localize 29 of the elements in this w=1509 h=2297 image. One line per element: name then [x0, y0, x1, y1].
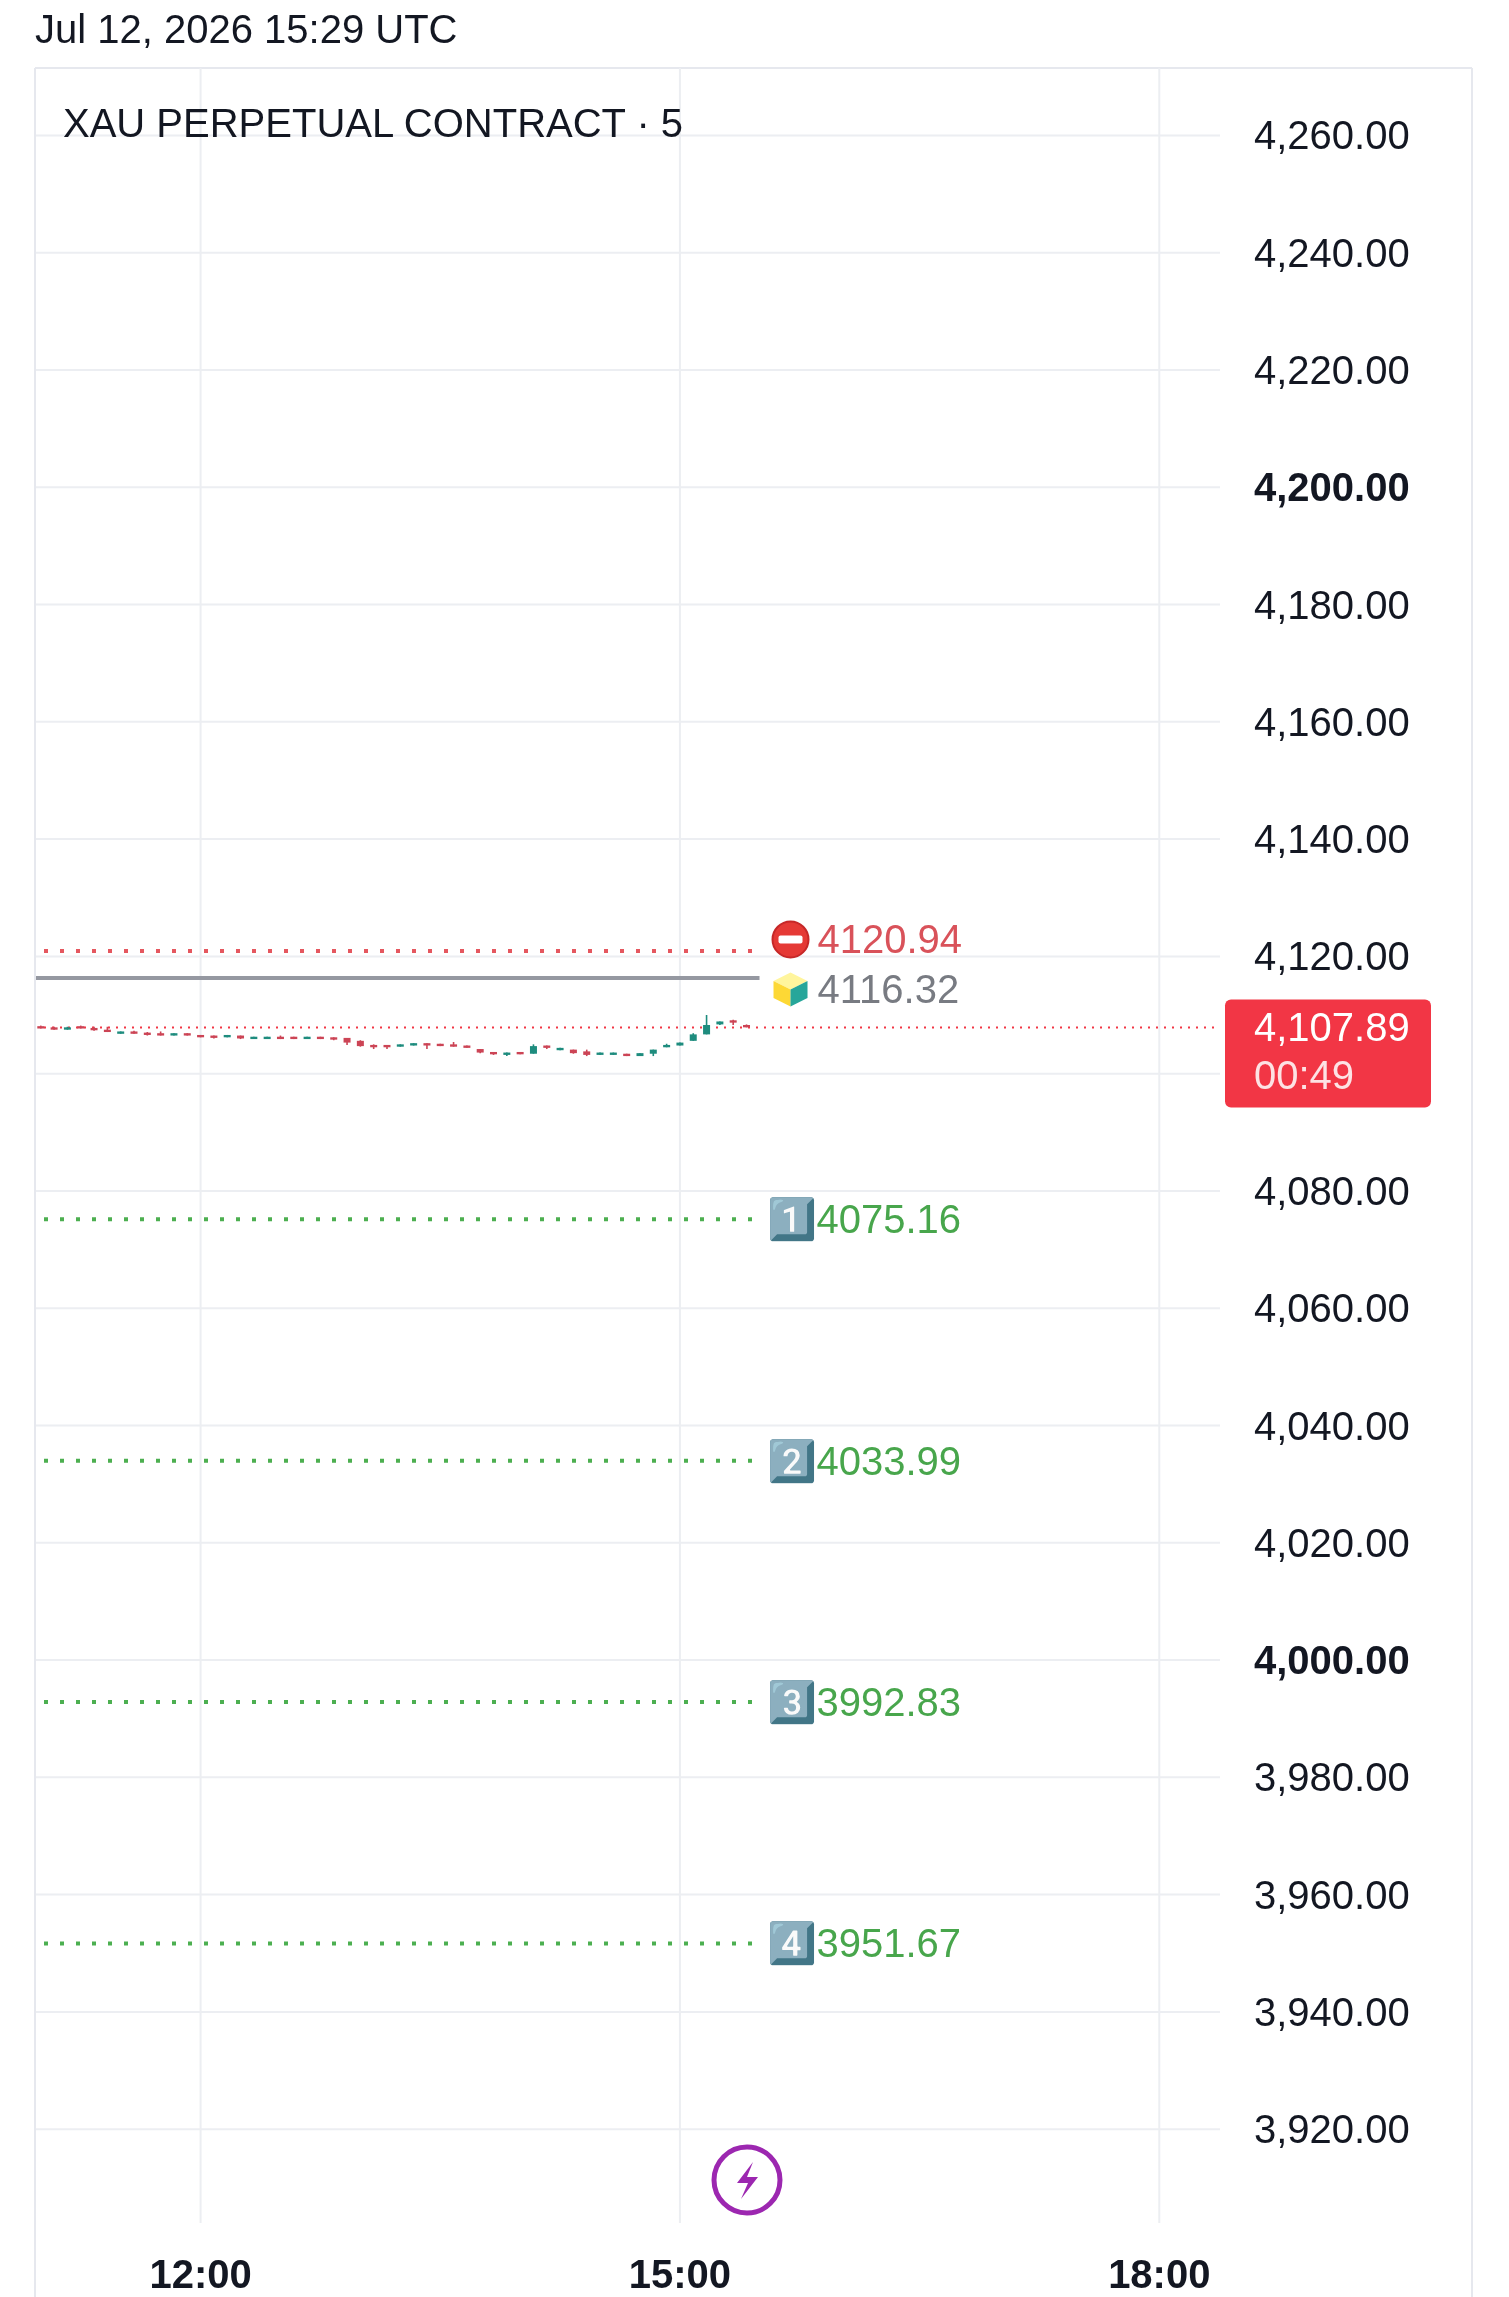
y-tick-label: 3,960.00 [1254, 1872, 1410, 1917]
y-tick-label: 4,180.00 [1254, 582, 1410, 627]
y-tick-label: 3,980.00 [1254, 1755, 1410, 1800]
y-tick-label: 4,220.00 [1254, 347, 1410, 392]
y-tick-label: 4,080.00 [1254, 1168, 1410, 1213]
ref-line-label: 4⃣3951.67 [766, 1920, 962, 1967]
y-tick-label: 4,260.00 [1254, 113, 1410, 158]
y-tick-label: 4,060.00 [1254, 1286, 1410, 1331]
ref-line-label: 3⃣3992.83 [766, 1679, 962, 1726]
y-tick-label: 3,940.00 [1254, 1989, 1410, 2034]
ref-line-label: 4116.32 [817, 967, 960, 1012]
y-tick-label: 4,140.00 [1254, 817, 1410, 862]
y-tick-label: 4,200.00 [1254, 465, 1410, 510]
y-tick-label: 4,000.00 [1254, 1638, 1410, 1683]
y-tick-label: 4,040.00 [1254, 1403, 1410, 1448]
y-tick-label: 4,120.00 [1254, 934, 1410, 979]
y-tick-label: 3,920.00 [1254, 2107, 1410, 2152]
ref-line-label: 1⃣4075.16 [766, 1196, 962, 1243]
y-tick-label: 4,240.00 [1254, 230, 1410, 275]
ref-line-label: 4,107.89 00:49 [1254, 1005, 1410, 1098]
x-tick-label: 15:00 [628, 2252, 732, 2296]
y-tick-label: 4,020.00 [1254, 1520, 1410, 1565]
ref-line-label: 4120.94 [817, 917, 963, 962]
x-tick-label: 18:00 [1108, 2252, 1211, 2296]
ref-line-label: 2⃣4033.99 [766, 1437, 962, 1484]
y-tick-label: 4,160.00 [1254, 699, 1410, 744]
text: XAU PERPETUAL CONTRACT · 5 [63, 101, 684, 145]
x-tick-label: 12:00 [149, 2252, 252, 2296]
chart-subtitle: Jul 12, 2026 15:29 UTC [35, 7, 458, 51]
